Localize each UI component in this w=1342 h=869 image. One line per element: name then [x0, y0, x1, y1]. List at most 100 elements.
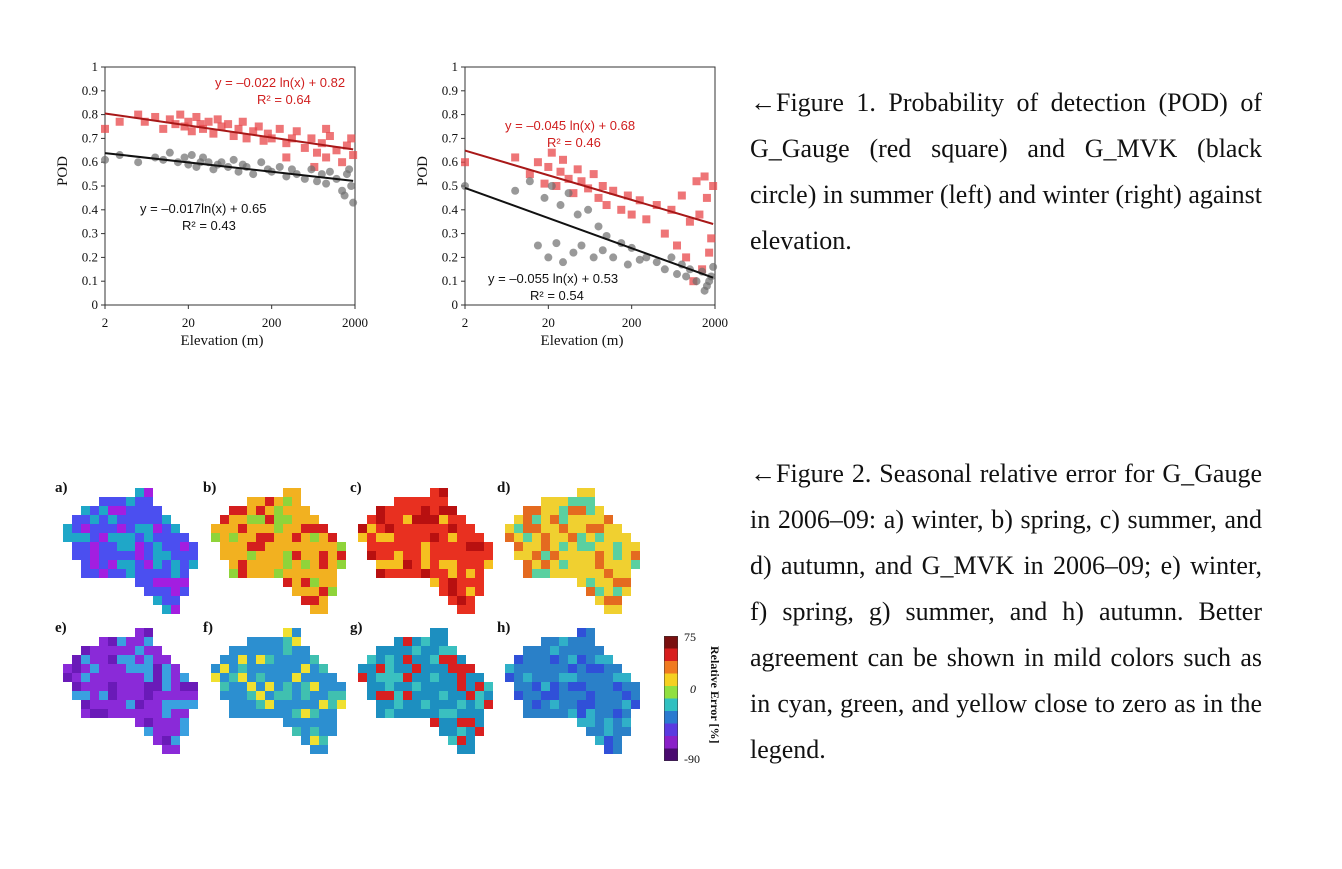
data-point-square	[635, 196, 644, 205]
data-point-square	[115, 117, 124, 126]
map-cell	[144, 628, 153, 637]
map-cell	[238, 515, 247, 524]
map-cell	[256, 560, 265, 569]
fig2-panel-label: d)	[497, 480, 511, 496]
map-cell	[171, 673, 180, 682]
fig2-map	[63, 628, 198, 754]
map-cell	[220, 515, 229, 524]
map-cell	[532, 709, 541, 718]
map-cell	[394, 533, 403, 542]
map-cell	[394, 637, 403, 646]
map-cell	[301, 673, 310, 682]
map-cell	[229, 551, 238, 560]
map-cell	[108, 682, 117, 691]
data-point-circle	[525, 177, 534, 186]
map-cell	[430, 497, 439, 506]
map-cell	[475, 560, 484, 569]
map-cell	[385, 664, 394, 673]
map-cell	[559, 533, 568, 542]
map-cell	[301, 691, 310, 700]
data-point-circle	[180, 153, 189, 162]
map-cell	[301, 506, 310, 515]
map-cell	[90, 506, 99, 515]
map-cell	[376, 542, 385, 551]
map-cell	[153, 664, 162, 673]
map-cell	[283, 637, 292, 646]
map-cell	[81, 691, 90, 700]
data-point-square	[242, 134, 251, 143]
map-cell	[126, 682, 135, 691]
data-point-square	[159, 124, 168, 133]
map-cell	[274, 524, 283, 533]
map-cell	[403, 700, 412, 709]
map-cell	[439, 533, 448, 542]
map-cell	[301, 664, 310, 673]
map-cell	[328, 560, 337, 569]
map-cell	[523, 709, 532, 718]
map-cell	[238, 542, 247, 551]
map-cell	[376, 569, 385, 578]
data-point-square	[342, 141, 351, 150]
map-cell	[238, 700, 247, 709]
map-cell	[613, 745, 622, 754]
map-cell	[153, 691, 162, 700]
map-cell	[448, 551, 457, 560]
map-cell	[301, 569, 310, 578]
data-point-circle	[349, 198, 358, 207]
map-cell	[523, 673, 532, 682]
map-cell	[358, 524, 367, 533]
map-cell	[171, 709, 180, 718]
map-cell	[283, 655, 292, 664]
map-cell	[541, 646, 550, 655]
data-point-square	[705, 248, 714, 257]
map-cell	[99, 560, 108, 569]
legend-min-label: -90	[684, 752, 700, 766]
map-cell	[448, 560, 457, 569]
map-cell	[541, 497, 550, 506]
map-cell	[265, 673, 274, 682]
map-cell	[586, 569, 595, 578]
x-tick-label: 2	[462, 315, 469, 330]
map-cell	[229, 646, 238, 655]
data-point-square	[702, 193, 711, 202]
data-point-square	[564, 174, 573, 183]
map-cell	[238, 655, 247, 664]
data-point-square	[300, 143, 309, 152]
map-cell	[421, 646, 430, 655]
y-axis-label: POD	[55, 156, 71, 186]
map-cell	[421, 533, 430, 542]
map-cell	[604, 542, 613, 551]
map-cell	[247, 673, 256, 682]
map-cell	[430, 646, 439, 655]
map-cell	[238, 673, 247, 682]
fig1-winter-chart: 0 0.1 0.2 0.3 0.4 0.5 0.6 0.7 0.8 0.9 1 2 20 200 2000 E…	[400, 55, 730, 365]
map-cell	[568, 637, 577, 646]
map-cell	[586, 497, 595, 506]
map-cell	[631, 551, 640, 560]
map-cell	[144, 560, 153, 569]
map-cell	[559, 524, 568, 533]
map-cell	[162, 542, 171, 551]
map-cell	[439, 524, 448, 533]
map-cell	[292, 682, 301, 691]
map-cell	[292, 727, 301, 736]
map-cell	[90, 569, 99, 578]
map-cell	[586, 718, 595, 727]
map-cell	[376, 646, 385, 655]
data-point-square	[642, 215, 651, 224]
y-tick-label: 0.2	[442, 249, 458, 264]
map-cell	[180, 542, 189, 551]
map-cell	[283, 578, 292, 587]
map-cell	[523, 551, 532, 560]
fig2-panel-label: c)	[350, 480, 362, 496]
map-cell	[99, 655, 108, 664]
map-cell	[412, 542, 421, 551]
fit-r-squared: R² = 0.46	[547, 135, 601, 150]
map-cell	[126, 551, 135, 560]
map-cell	[274, 709, 283, 718]
map-cell	[247, 655, 256, 664]
map-cell	[475, 718, 484, 727]
map-cell	[247, 551, 256, 560]
map-cell	[238, 682, 247, 691]
map-cell	[394, 655, 403, 664]
